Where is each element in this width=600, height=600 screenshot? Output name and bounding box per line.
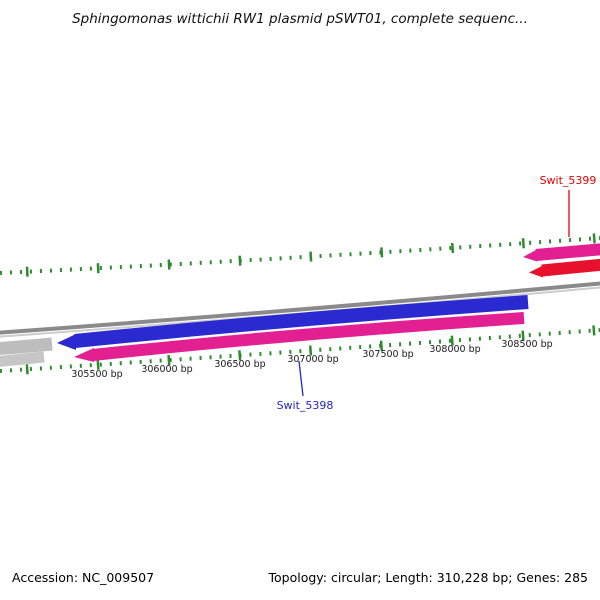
sequence-backbone [0,281,600,335]
ruler-label: 308500 bp [501,339,552,350]
swit5398-gene-band[interactable] [74,295,529,348]
ruler-bottom-minor-ticks [0,328,600,373]
ruler-label: 307500 bp [362,349,413,360]
ruler-label: 308000 bp [429,344,480,355]
partial-feature-gray-band[interactable] [0,337,53,356]
accession-text: Accession: NC_009507 [12,570,155,585]
ruler-label: 306000 bp [141,364,192,375]
swit5398-callout-line [298,360,304,397]
swit5398-label[interactable]: Swit_5398 [277,399,334,412]
swit5399-gene-band[interactable] [535,243,600,261]
swit5399-cds-arrowhead[interactable] [529,265,543,278]
swit5399-label[interactable]: Swit_5399 [540,174,597,187]
swit5398-gene-arrowhead[interactable] [57,334,76,350]
ruler-label: 306500 bp [214,359,265,370]
swit5398-cds-band[interactable] [92,312,525,361]
swit5399-cds-band[interactable] [541,258,600,277]
ruler-top-minor-ticks [0,236,600,275]
ruler-label: 305500 bp [71,369,122,380]
ruler-label: 307000 bp [287,354,338,365]
swit5399-gene-arrowhead[interactable] [523,249,537,262]
topology-summary-text: Topology: circular; Length: 310,228 bp; … [268,570,589,585]
swit5398-cds-arrowhead[interactable] [74,348,94,362]
status-bar: Accession: NC_009507 Topology: circular;… [0,569,600,587]
partial-feature-gray-band-2[interactable] [0,351,45,367]
sequence-title: Sphingomonas wittichii RW1 plasmid pSWT0… [72,11,528,27]
